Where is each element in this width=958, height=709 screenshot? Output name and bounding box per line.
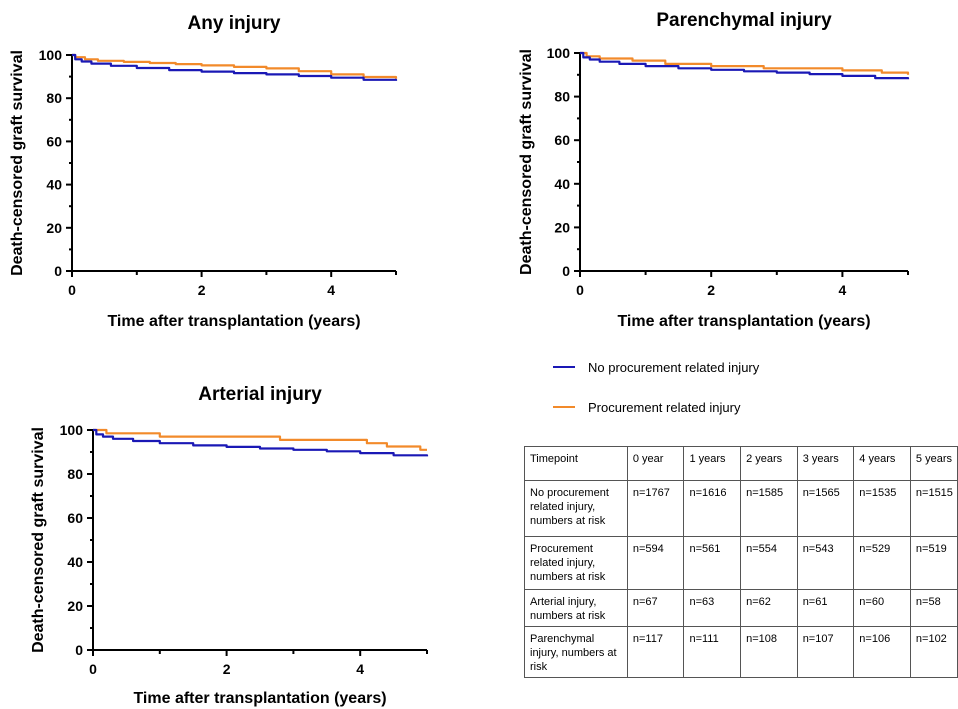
y-tick-label: 100: [547, 45, 571, 61]
y-tick-label: 80: [67, 466, 83, 482]
x-axis-label: Time after transplantation (years): [617, 313, 870, 330]
y-tick-label: 40: [554, 176, 570, 192]
series-line-injury: [580, 53, 908, 75]
table-cell: n=1585: [741, 481, 798, 537]
x-tick-label: 2: [223, 661, 231, 677]
table-cell: n=117: [627, 627, 684, 678]
y-tick-label: 0: [75, 642, 83, 658]
series-line-no-injury: [580, 53, 908, 79]
table-header-cell: Timepoint: [525, 447, 628, 481]
table-cell: n=1565: [797, 481, 854, 537]
y-tick-label: 0: [54, 263, 62, 279]
chart-parenchymal: Parenchymal injury 0 20 40 60 80 100 0 2 4 Time af…: [518, 10, 908, 330]
table-row: Procurement related injury, numbers at r…: [525, 537, 958, 590]
y-tick-label: 60: [554, 132, 570, 148]
x-tick-label: 2: [707, 282, 715, 298]
legend-item-no-injury: No procurement related injury: [553, 357, 759, 377]
y-tick-label: 80: [46, 90, 62, 106]
y-axis-label: Death-censored graft survival: [30, 427, 47, 653]
x-tick-label: 0: [576, 282, 584, 298]
table-cell: n=111: [684, 627, 741, 678]
table-cell: n=1616: [684, 481, 741, 537]
table-row: No procurement related injury, numbers a…: [525, 481, 958, 537]
x-axis-label: Time after transplantation (years): [107, 313, 360, 330]
table-header-cell: 0 year: [627, 447, 684, 481]
x-tick-label: 0: [89, 661, 97, 677]
y-axis-label: Death-censored graft survival: [9, 50, 26, 276]
y-tick-label: 100: [39, 47, 63, 63]
table-cell: n=61: [797, 590, 854, 627]
series-line-no-injury: [72, 55, 396, 81]
chart-title: Parenchymal injury: [656, 10, 832, 31]
table-cell: n=529: [854, 537, 911, 590]
table-cell: n=106: [854, 627, 911, 678]
y-tick-label: 60: [46, 133, 62, 149]
chart-title: Any injury: [188, 13, 281, 34]
table-header-cell: 3 years: [797, 447, 854, 481]
y-tick-label: 0: [562, 263, 570, 279]
x-tick-label: 4: [356, 661, 364, 677]
x-tick-label: 0: [68, 282, 76, 298]
legend-item-injury: Procurement related injury: [553, 397, 740, 417]
y-tick-label: 20: [67, 598, 83, 614]
table-row: Parenchymal injury, numbers at risk n=11…: [525, 627, 958, 678]
chart-title: Arterial injury: [198, 384, 322, 405]
x-tick-label: 2: [198, 282, 206, 298]
table-header-cell: 5 years: [910, 447, 957, 481]
x-tick-label: 4: [839, 282, 847, 298]
table-cell: n=543: [797, 537, 854, 590]
table-cell: n=62: [741, 590, 798, 627]
y-tick-label: 40: [67, 554, 83, 570]
legend-swatch-no-injury: [553, 366, 575, 368]
table-cell: n=594: [627, 537, 684, 590]
series-line-injury: [93, 430, 427, 450]
table-cell: Arterial injury, numbers at risk: [525, 590, 628, 627]
table-cell: n=58: [910, 590, 957, 627]
table-cell: n=1535: [854, 481, 911, 537]
table-cell: n=107: [797, 627, 854, 678]
table-header-cell: 1 years: [684, 447, 741, 481]
table-cell: n=1767: [627, 481, 684, 537]
y-tick-label: 20: [46, 220, 62, 236]
numbers-at-risk-table: Timepoint 0 year 1 years 2 years 3 years…: [524, 446, 958, 678]
chart-legend: No procurement related injury Procuremen…: [553, 352, 883, 422]
chart-arterial: Arterial injury 0 20 40 60 80 100 0 2 4 Time after…: [30, 384, 427, 707]
table-cell: Parenchymal injury, numbers at risk: [525, 627, 628, 678]
table-cell: n=63: [684, 590, 741, 627]
legend-label-injury: Procurement related injury: [588, 400, 740, 415]
y-tick-label: 20: [554, 219, 570, 235]
series-line-injury: [72, 55, 396, 79]
table-cell: n=1515: [910, 481, 957, 537]
table-header-row: Timepoint 0 year 1 years 2 years 3 years…: [525, 447, 958, 481]
x-axis-label: Time after transplantation (years): [133, 690, 386, 707]
table-header-cell: 4 years: [854, 447, 911, 481]
series-line-no-injury: [93, 430, 427, 456]
table-cell: n=102: [910, 627, 957, 678]
table-header-cell: 2 years: [741, 447, 798, 481]
table-cell: n=561: [684, 537, 741, 590]
table-cell: n=554: [741, 537, 798, 590]
y-axis-label: Death-censored graft survival: [518, 49, 535, 275]
table-cell: n=60: [854, 590, 911, 627]
y-tick-label: 80: [554, 89, 570, 105]
y-tick-label: 100: [60, 422, 84, 438]
legend-label-no-injury: No procurement related injury: [588, 360, 759, 375]
x-tick-label: 4: [327, 282, 335, 298]
table-cell: n=519: [910, 537, 957, 590]
table-cell: n=67: [627, 590, 684, 627]
y-tick-label: 40: [46, 177, 62, 193]
table-row: Arterial injury, numbers at risk n=67 n=…: [525, 590, 958, 627]
legend-swatch-injury: [553, 406, 575, 408]
table-cell: No procurement related injury, numbers a…: [525, 481, 628, 537]
y-tick-label: 60: [67, 510, 83, 526]
table-cell: n=108: [741, 627, 798, 678]
table-cell: Procurement related injury, numbers at r…: [525, 537, 628, 590]
chart-any-injury: Any injury 0 20 40 60 80 100 0 2 4 Time after tran…: [9, 13, 396, 330]
